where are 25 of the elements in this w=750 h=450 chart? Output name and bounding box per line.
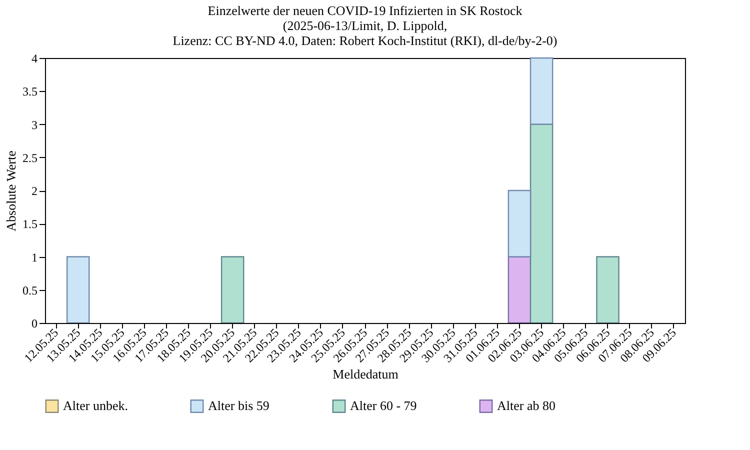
bar xyxy=(530,124,554,324)
y-tick-label: 2.5 xyxy=(22,150,38,165)
bar xyxy=(220,256,244,324)
bar xyxy=(530,57,554,125)
text: Lizenz: CC BY-ND 4.0, Daten: Robert Koch-Institut (RKI), dl-de/by-2-0) xyxy=(172,33,558,48)
text: (2025-06-13/Limit, D. Lippold, xyxy=(282,18,448,33)
bar xyxy=(596,256,620,324)
y-tick-label: 0.5 xyxy=(22,283,38,298)
y-tick-label: 4 xyxy=(32,52,38,66)
bar xyxy=(66,256,90,324)
y-tick-label: 3.5 xyxy=(22,84,38,99)
bar xyxy=(508,256,532,324)
y-tick-label: 0 xyxy=(32,316,38,330)
text: Einzelwerte der neuen COVID-19 Infizierten in SK Rostock xyxy=(208,3,522,18)
y-tick-label: 1 xyxy=(32,250,38,264)
bar xyxy=(508,190,532,258)
y-axis-title: Absolute Werte xyxy=(4,150,18,232)
y-tick-label: 3 xyxy=(32,118,38,132)
x-axis-title: Meldedatum xyxy=(332,366,398,382)
y-tick-label: 1.5 xyxy=(22,217,38,232)
y-tick-label: 2 xyxy=(32,184,38,198)
legend-label: Alter ab 80 xyxy=(497,398,556,414)
legend-label: Alter 60 - 79 xyxy=(350,398,417,414)
legend-label: Alter bis 59 xyxy=(208,398,270,414)
legend-label: Alter unbek. xyxy=(63,398,128,414)
